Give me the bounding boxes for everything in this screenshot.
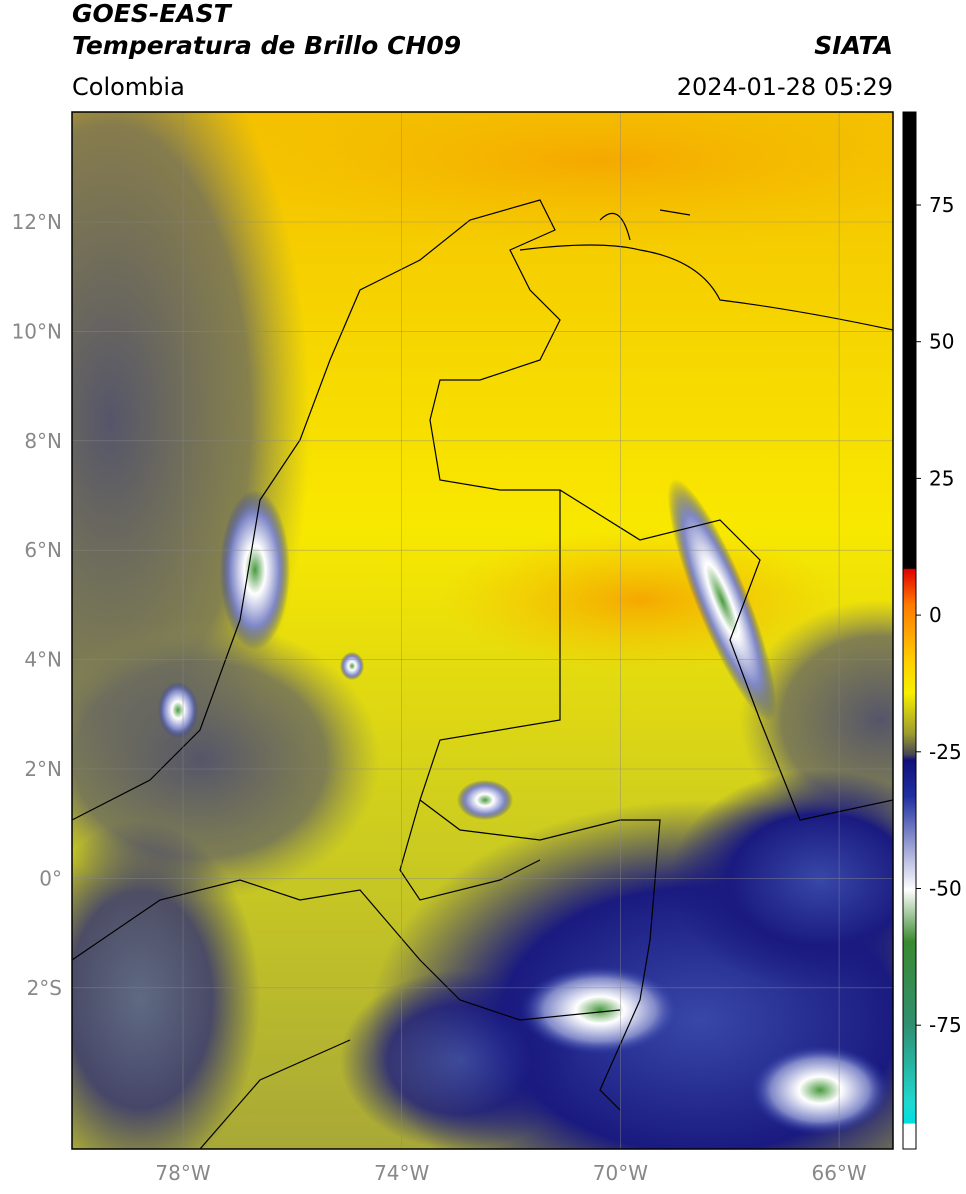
storm-core <box>520 965 680 1055</box>
coastline <box>519 209 893 331</box>
cold-cloud <box>670 770 893 990</box>
map-frame <box>71 111 894 1150</box>
lat-tick-label: 2°N <box>24 757 62 781</box>
storm-core <box>750 1045 890 1135</box>
colorbar-tick-label: 75 <box>929 193 954 217</box>
region: Colombia <box>72 73 185 101</box>
lon-tick-label: 66°W <box>811 1161 866 1185</box>
lat-tick-label: 0° <box>39 866 62 890</box>
storm-core <box>340 652 364 680</box>
colorbar <box>902 111 917 1150</box>
storm-core <box>667 479 777 721</box>
colorbar-tick-label: -75 <box>929 1013 962 1037</box>
source: SIATA <box>814 31 893 60</box>
lat-tick-label: 12°N <box>12 210 62 234</box>
lat-tick-label: 6°N <box>24 538 62 562</box>
lon-tick-label: 74°W <box>374 1161 429 1185</box>
colorbar-tick-label: -25 <box>929 740 962 764</box>
colorbar-tick-label: 0 <box>929 603 942 627</box>
graticule <box>72 112 893 1149</box>
warm-area <box>180 112 893 250</box>
colorbar-tick-label: -50 <box>929 877 962 901</box>
ticks: 12°N 10°N 8°N 6°N 4°N 2°N 0° 2°S 78°W 74°W 70°W 66°… <box>12 193 962 1185</box>
lon-tick-label: 70°W <box>593 1161 648 1185</box>
subtitle: Temperatura de Brillo CH09 <box>72 31 461 60</box>
cold-cloud <box>72 820 260 1149</box>
lat-tick-label: 10°N <box>12 319 62 343</box>
lon-tick-label: 78°W <box>155 1161 210 1185</box>
colorbar-tick-label: 25 <box>929 466 954 490</box>
borders <box>72 199 893 1149</box>
title: GOES-EAST <box>72 0 233 28</box>
datetime: 2024-01-28 05:29 <box>677 73 893 101</box>
cold-cloud <box>340 970 580 1149</box>
storm-core <box>158 682 198 738</box>
lat-tick-label: 2°S <box>27 976 62 1000</box>
storm-core <box>220 490 290 650</box>
lat-tick-label: 4°N <box>24 648 62 672</box>
storm-core <box>457 780 513 820</box>
lat-tick-label: 8°N <box>24 429 62 453</box>
colorbar-tick-label: 50 <box>929 330 954 354</box>
